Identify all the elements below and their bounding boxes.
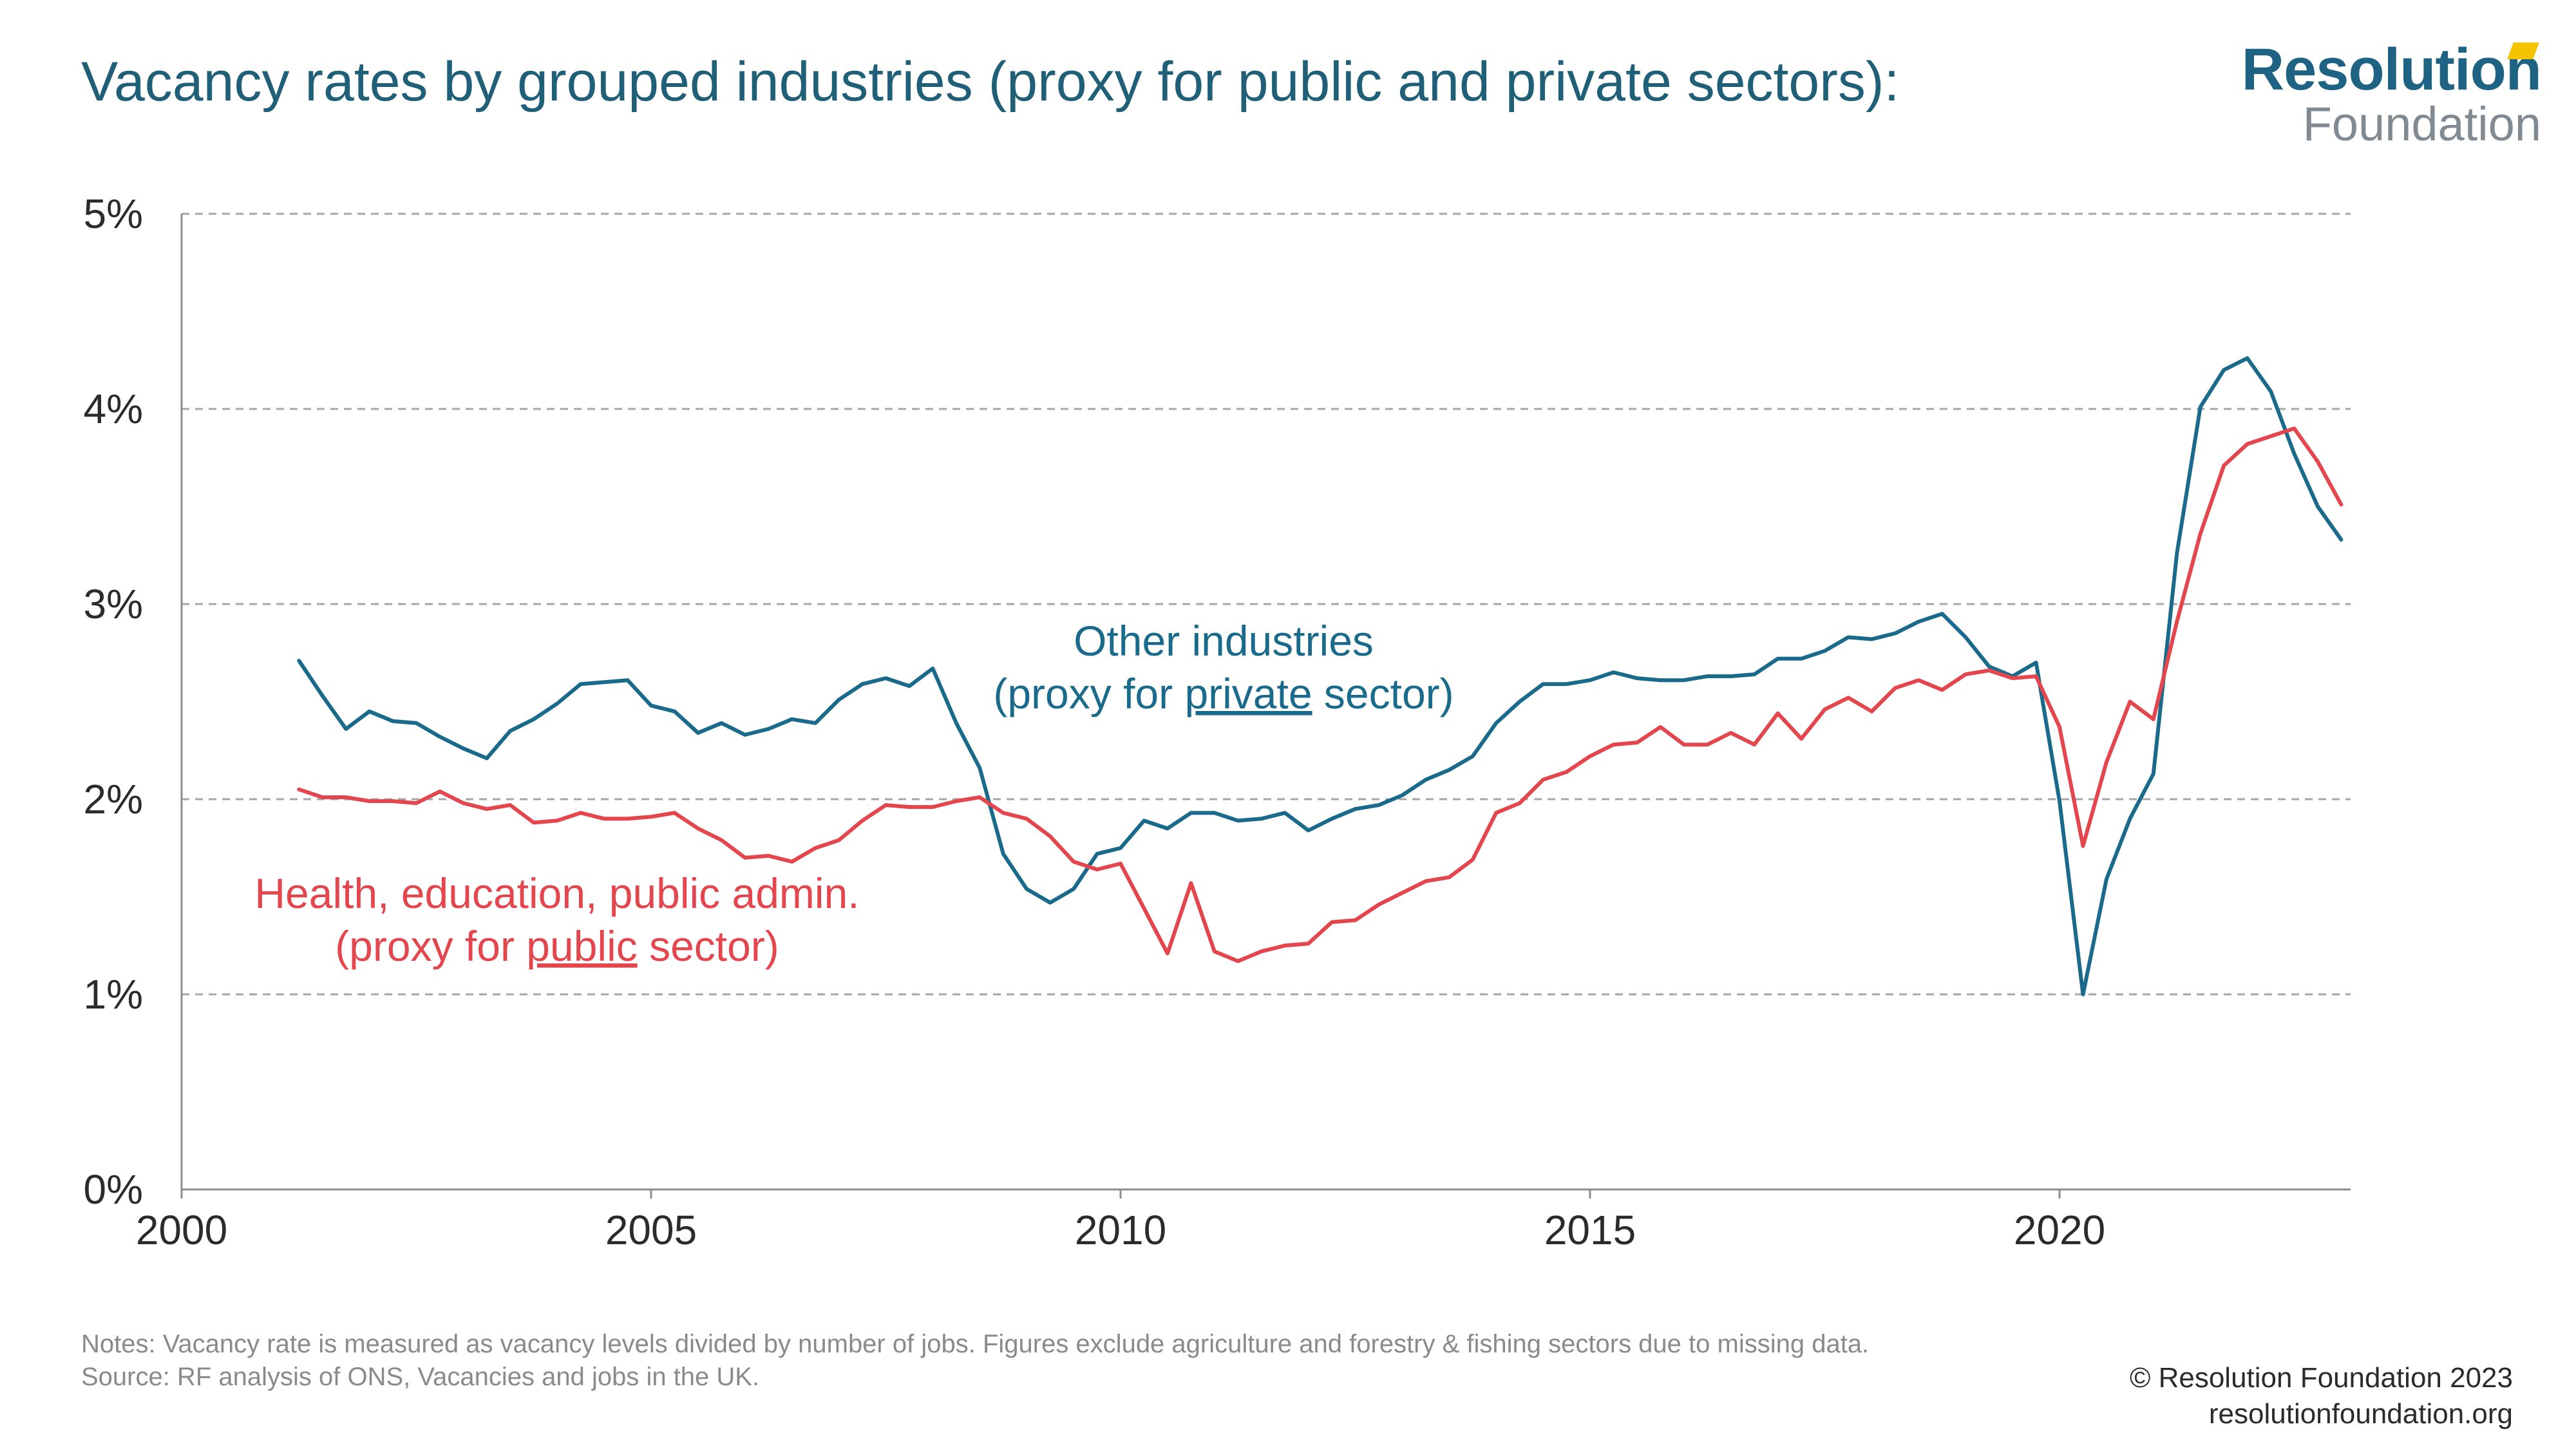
y-tick-label-4: 4%: [84, 386, 144, 432]
source-text: Source: RF analysis of ONS, Vacancies an…: [81, 1363, 760, 1392]
annotation-private: Other industries (proxy for private sect…: [993, 617, 1454, 717]
x-tick-label-2010: 2010: [1075, 1207, 1166, 1253]
annotation-public-line-1: Health, education, public admin.: [254, 869, 859, 917]
annotation-public-line-2: (proxy for public sector): [335, 922, 779, 970]
chart-title: Vacancy rates by grouped industries (pro…: [81, 51, 1900, 113]
series-group: [297, 356, 2344, 996]
x-tick-label-2015: 2015: [1544, 1207, 1636, 1253]
annotation-private-prefix: (proxy for: [993, 670, 1184, 717]
copyright-text: © Resolution Foundation 2023: [2129, 1362, 2513, 1394]
annotation-private-line-2: (proxy for private sector): [993, 670, 1454, 717]
logo-line-1: Resolution: [2241, 37, 2542, 102]
chart-notes: Notes: Vacancy rate is measured as vacan…: [81, 1328, 1869, 1394]
gridlines: [182, 213, 2351, 996]
x-tick-label-2005: 2005: [605, 1207, 697, 1253]
annotation-private-line-1: Other industries: [1074, 617, 1374, 665]
annotation-private-emphasis: private: [1184, 670, 1312, 717]
x-tick-label-2000: 2000: [136, 1207, 227, 1253]
axes: [180, 214, 2351, 1198]
series-line-public: [297, 426, 2344, 963]
annotation-public-emphasis: public: [526, 922, 637, 970]
logo-line-2: Foundation: [2302, 97, 2541, 151]
y-tick-label-3: 3%: [84, 581, 144, 627]
annotation-public-suffix: sector): [638, 922, 779, 970]
resolution-foundation-logo: Resolution Foundation: [2241, 37, 2542, 151]
series-line-private: [297, 356, 2344, 996]
series-points-public: [299, 428, 2342, 961]
footer: © Resolution Foundation 2023 resolutionf…: [2130, 1360, 2513, 1433]
annotation-private-suffix: sector): [1312, 670, 1454, 717]
notes-text: Notes: Vacancy rate is measured as vacan…: [81, 1330, 1870, 1358]
annotation-public: Health, education, public admin. (proxy …: [254, 869, 859, 970]
x-tick-label-2020: 2020: [2014, 1207, 2105, 1253]
tick-labels: 0% 1% 2% 3% 4% 5% 2000 2005 2010 2015 2020: [84, 191, 2106, 1253]
y-tick-label-0: 0%: [84, 1166, 144, 1213]
y-tick-label-5: 5%: [84, 191, 144, 237]
y-tick-label-2: 2%: [84, 776, 144, 822]
website-text: resolutionfoundation.org: [2208, 1398, 2513, 1430]
y-tick-label-1: 1%: [84, 971, 144, 1018]
annotation-public-prefix: (proxy for: [335, 922, 526, 970]
